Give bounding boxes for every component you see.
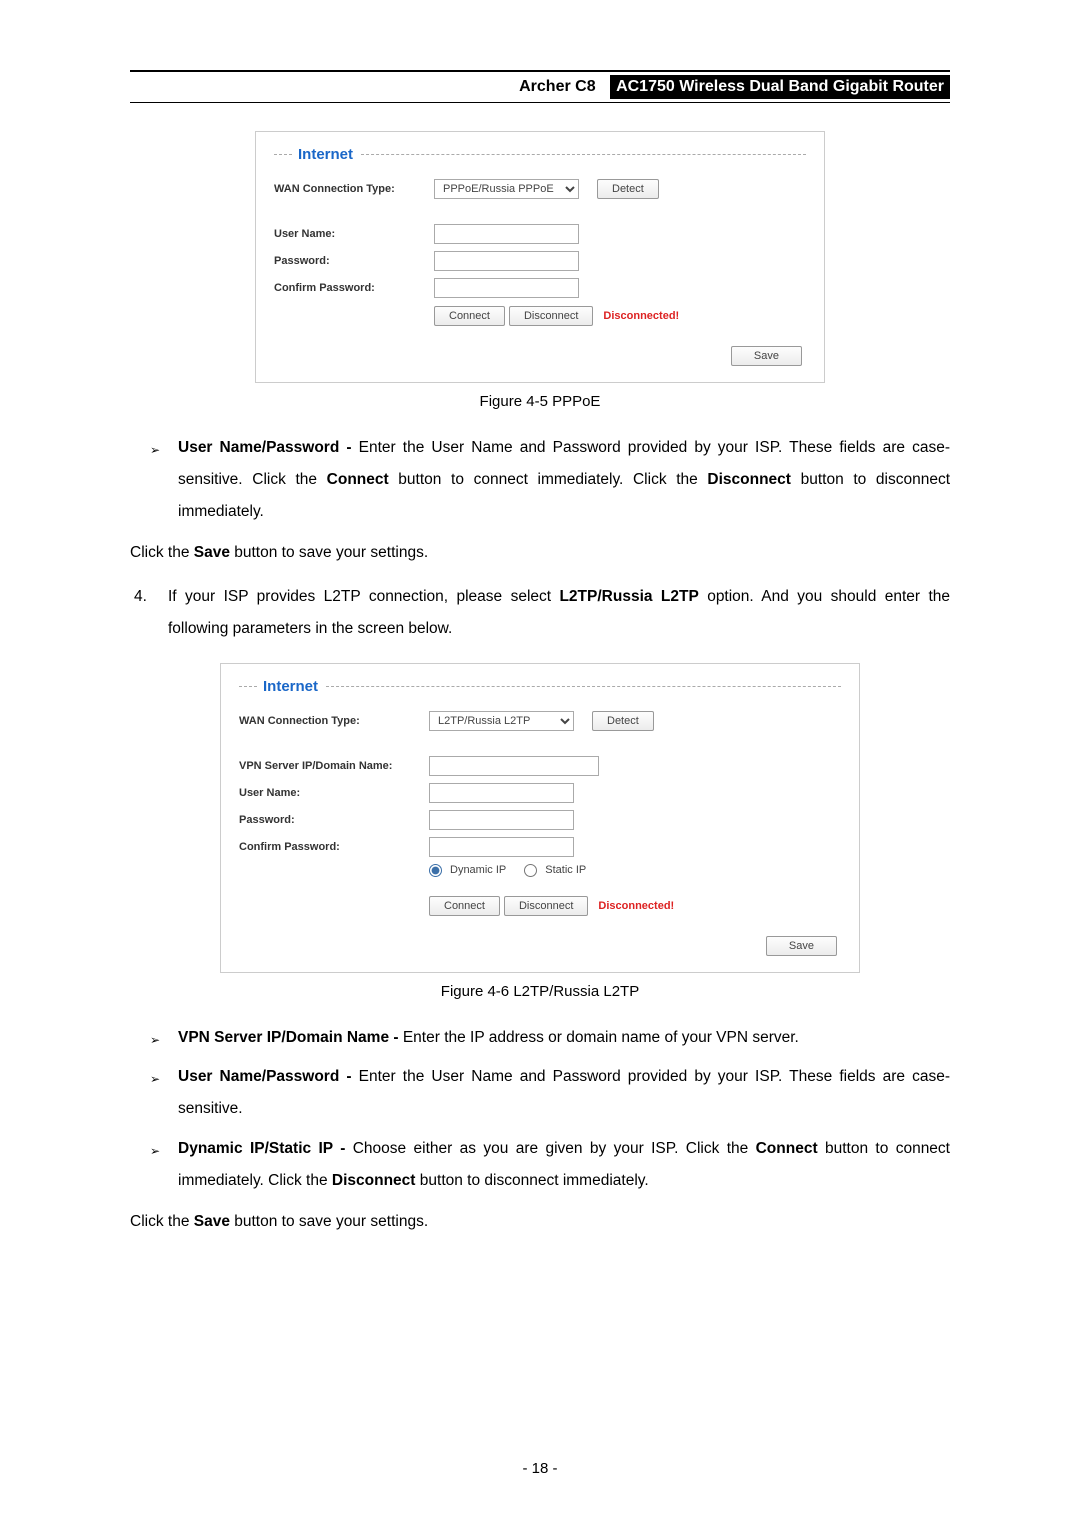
- password-input[interactable]: [434, 251, 579, 271]
- static-ip-radio[interactable]: [524, 864, 537, 877]
- password-label: Password:: [239, 814, 429, 826]
- detect-button[interactable]: Detect: [592, 711, 654, 731]
- bullet-userpass2: User Name/Password - Enter the User Name…: [178, 1061, 950, 1125]
- bullet-marker: ➢: [150, 1133, 178, 1197]
- wan-type-label: WAN Connection Type:: [274, 183, 434, 195]
- save-button[interactable]: Save: [731, 346, 802, 366]
- page-number: - 18 -: [0, 1460, 1080, 1477]
- bullet-userpass: User Name/Password - Enter the User Name…: [178, 432, 950, 527]
- dynamic-ip-radio[interactable]: [429, 864, 442, 877]
- bullet-marker: ➢: [150, 1061, 178, 1125]
- panel-title: Internet: [298, 146, 353, 163]
- disconnect-button[interactable]: Disconnect: [504, 896, 588, 916]
- list-number: 4.: [130, 581, 168, 645]
- wan-type-label: WAN Connection Type:: [239, 715, 429, 727]
- pppoe-panel: Internet WAN Connection Type: PPPoE/Russ…: [255, 131, 825, 383]
- password-label: Password:: [274, 255, 434, 267]
- vpn-server-input[interactable]: [429, 756, 599, 776]
- save-instruction-1: Click the Save button to save your setti…: [130, 537, 950, 569]
- connect-button[interactable]: Connect: [434, 306, 505, 326]
- bullet-iptype: Dynamic IP/Static IP - Choose either as …: [178, 1133, 950, 1197]
- bullet-marker: ➢: [150, 1022, 178, 1054]
- figure-caption-2: Figure 4-6 L2TP/Russia L2TP: [130, 983, 950, 1000]
- vpn-server-label: VPN Server IP/Domain Name:: [239, 760, 429, 772]
- wan-type-select[interactable]: PPPoE/Russia PPPoE: [434, 179, 579, 199]
- password-input[interactable]: [429, 810, 574, 830]
- page-header: Archer C8 AC1750 Wireless Dual Band Giga…: [130, 70, 950, 103]
- connection-status: Disconnected!: [598, 900, 674, 912]
- l2tp-instruction: If your ISP provides L2TP connection, pl…: [168, 581, 950, 645]
- static-ip-label: Static IP: [545, 864, 586, 876]
- connect-button[interactable]: Connect: [429, 896, 500, 916]
- figure-caption-1: Figure 4-5 PPPoE: [130, 393, 950, 410]
- bullet-vpnserver: VPN Server IP/Domain Name - Enter the IP…: [178, 1022, 950, 1054]
- username-input[interactable]: [434, 224, 579, 244]
- confirm-password-input[interactable]: [434, 278, 579, 298]
- dynamic-ip-label: Dynamic IP: [450, 864, 506, 876]
- wan-type-select[interactable]: L2TP/Russia L2TP: [429, 711, 574, 731]
- save-instruction-2: Click the Save button to save your setti…: [130, 1206, 950, 1238]
- confirm-password-label: Confirm Password:: [239, 841, 429, 853]
- save-button[interactable]: Save: [766, 936, 837, 956]
- disconnect-button[interactable]: Disconnect: [509, 306, 593, 326]
- panel-title: Internet: [263, 678, 318, 695]
- detect-button[interactable]: Detect: [597, 179, 659, 199]
- connection-status: Disconnected!: [603, 310, 679, 322]
- confirm-password-input[interactable]: [429, 837, 574, 857]
- username-label: User Name:: [239, 787, 429, 799]
- username-input[interactable]: [429, 783, 574, 803]
- confirm-password-label: Confirm Password:: [274, 282, 434, 294]
- header-title: AC1750 Wireless Dual Band Gigabit Router: [610, 75, 950, 99]
- l2tp-panel: Internet WAN Connection Type: L2TP/Russi…: [220, 663, 860, 973]
- header-model: Archer C8: [519, 75, 605, 99]
- bullet-marker: ➢: [150, 432, 178, 527]
- username-label: User Name:: [274, 228, 434, 240]
